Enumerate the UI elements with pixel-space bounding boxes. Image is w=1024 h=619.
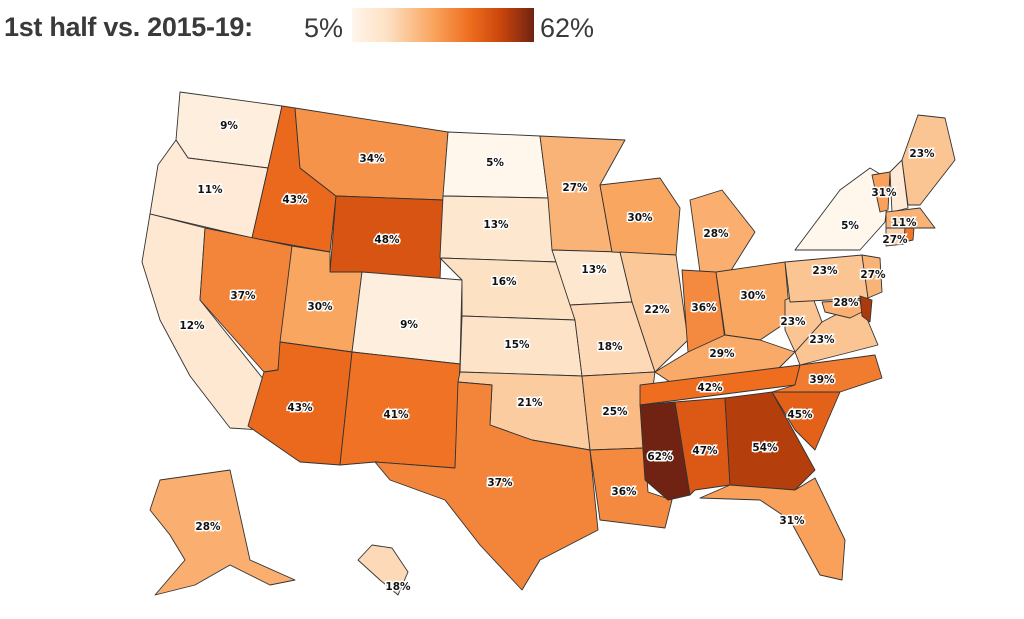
state-label-in: 36% <box>691 302 717 314</box>
legend-min-label: 5% <box>304 13 344 43</box>
state-label-ga: 54% <box>752 442 778 454</box>
state-label-sd: 13% <box>483 219 509 231</box>
state-label-id: 43% <box>282 194 308 206</box>
state-label-vt: 31% <box>871 187 897 199</box>
state-oh[interactable] <box>715 261 791 341</box>
state-label-il: 22% <box>644 304 670 316</box>
state-ct[interactable] <box>885 227 906 247</box>
state-label-sc: 45% <box>787 409 813 421</box>
state-pa[interactable] <box>784 254 869 303</box>
state-label-ar: 25% <box>602 406 628 418</box>
state-al[interactable] <box>674 397 731 496</box>
state-label-ne: 16% <box>491 276 517 288</box>
state-label-fl: 31% <box>779 515 805 527</box>
state-label-la: 36% <box>611 486 637 498</box>
state-label-ms: 62% <box>647 451 673 463</box>
legend-title: 1st half vs. 2015-19: <box>4 12 253 42</box>
legend-max-label: 62% <box>540 13 595 43</box>
state-nj[interactable] <box>861 254 883 299</box>
state-label-ca: 12% <box>179 320 205 332</box>
state-label-nc: 39% <box>809 374 835 386</box>
state-il[interactable] <box>619 251 689 373</box>
state-label-ma: 27% <box>882 234 908 246</box>
state-hi[interactable] <box>357 544 409 596</box>
state-label-ks: 15% <box>504 339 530 351</box>
state-label-ok: 21% <box>517 397 543 409</box>
state-label-co: 9% <box>400 319 418 331</box>
state-label-nd: 5% <box>486 157 504 169</box>
state-ri[interactable] <box>903 227 915 243</box>
state-label-ky: 29% <box>709 348 735 360</box>
state-label-mo: 18% <box>597 341 623 353</box>
state-label-al: 47% <box>692 445 718 457</box>
state-me[interactable] <box>901 114 956 206</box>
state-label-wi: 30% <box>627 212 653 224</box>
state-label-or: 11% <box>197 184 223 196</box>
state-co[interactable] <box>351 271 463 365</box>
state-wi[interactable] <box>599 177 681 256</box>
state-label-hi: 18% <box>385 581 411 593</box>
state-label-mt: 34% <box>359 153 385 165</box>
state-label-nh: 11% <box>891 217 917 229</box>
state-label-me: 23% <box>909 148 935 160</box>
state-label-ut: 30% <box>307 301 333 313</box>
state-de[interactable] <box>859 295 873 323</box>
state-md[interactable] <box>821 299 863 319</box>
state-ms[interactable] <box>639 401 691 501</box>
state-label-ak: 28% <box>195 521 221 533</box>
state-label-md: 28% <box>833 297 859 309</box>
state-label-nm: 41% <box>383 409 409 421</box>
state-label-nv: 37% <box>230 290 256 302</box>
state-label-wa: 9% <box>220 120 238 132</box>
state-label-mn: 27% <box>562 182 588 194</box>
state-label-az: 43% <box>287 402 313 414</box>
state-label-pa: 23% <box>812 265 838 277</box>
state-label-wy: 48% <box>374 234 400 246</box>
state-ma[interactable] <box>885 207 936 229</box>
state-label-tx: 37% <box>487 477 513 489</box>
state-vt[interactable] <box>871 171 891 213</box>
state-fl[interactable] <box>699 477 846 581</box>
state-label-wv: 23% <box>780 316 806 328</box>
legend-color-bar <box>352 8 534 42</box>
state-ga[interactable] <box>724 391 816 491</box>
state-label-ia: 13% <box>581 264 607 276</box>
state-label-ny: 5% <box>841 220 859 232</box>
state-label-mi: 28% <box>703 228 729 240</box>
state-label-va: 23% <box>809 334 835 346</box>
state-label-oh: 30% <box>740 290 766 302</box>
state-label-tn: 42% <box>697 382 723 394</box>
state-mi[interactable] <box>689 189 756 273</box>
state-label-nj: 27% <box>860 269 886 281</box>
state-tx[interactable] <box>374 381 599 591</box>
state-ak[interactable] <box>149 469 296 596</box>
